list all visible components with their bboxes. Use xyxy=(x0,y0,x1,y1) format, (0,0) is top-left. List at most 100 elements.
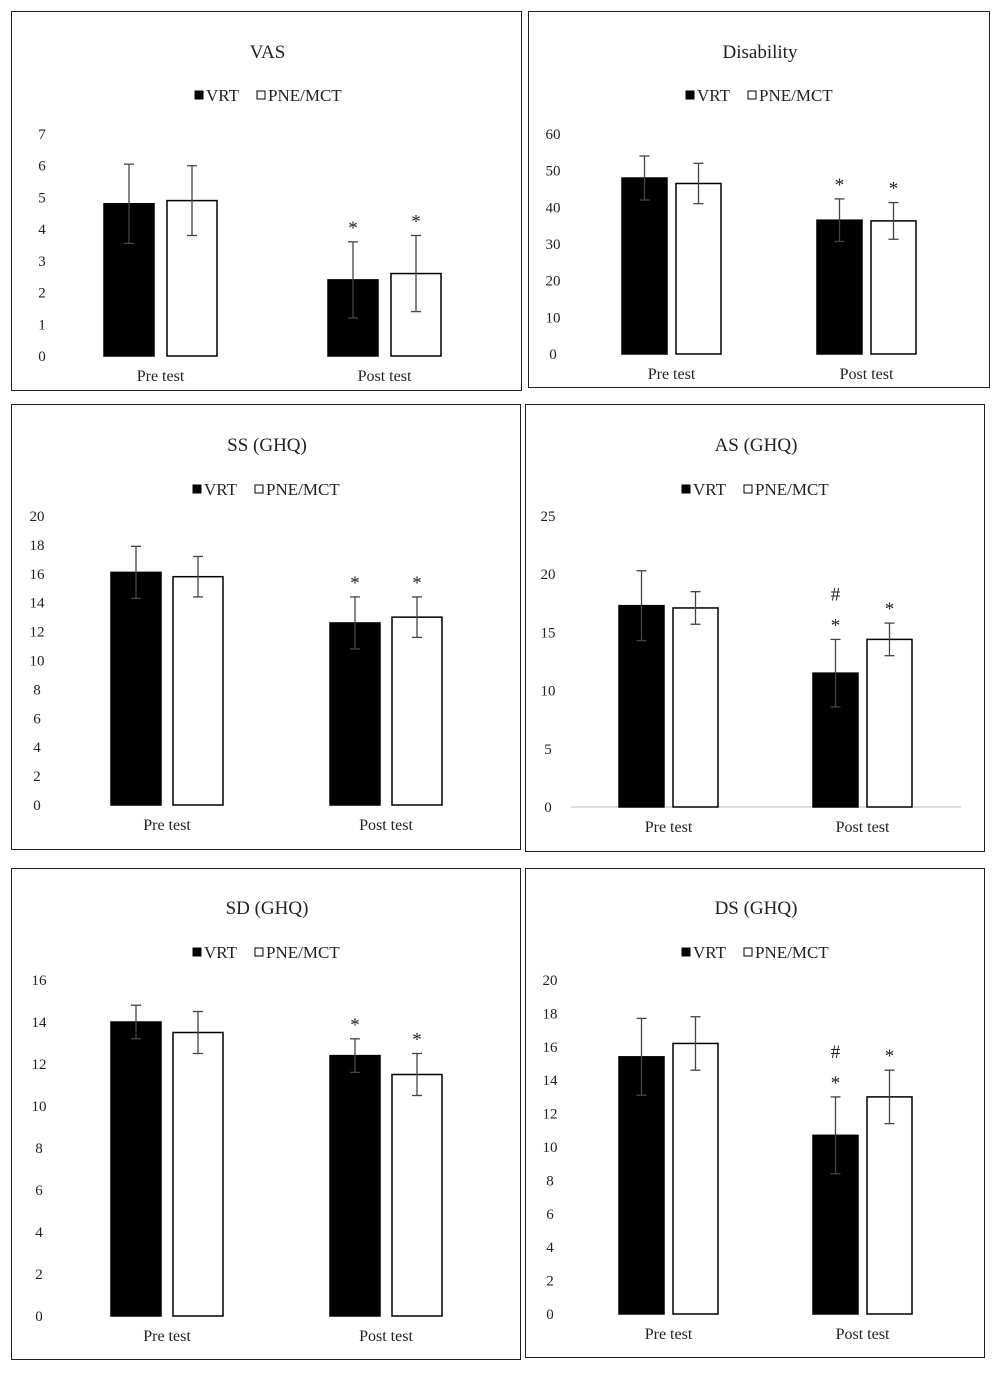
chart-panel-sd-ghq: SD (GHQ) VRT PNE/MCT 0 2 4 6 8 10 12 14 16 Pre test *… xyxy=(11,868,521,1360)
bar-pne-mct xyxy=(672,1042,719,1315)
significance-asterisk: * xyxy=(350,1015,360,1036)
y-tick-label: 6 xyxy=(546,1207,554,1223)
significance-hash: # xyxy=(831,584,841,605)
y-tick-label: 20 xyxy=(546,274,561,290)
y-tick-label: 16 xyxy=(543,1040,559,1056)
chart-svg-ss-ghq: SS (GHQ) VRT PNE/MCT 0 2 4 6 8 10 12 14 16 18 20 Pre t… xyxy=(30,435,443,834)
legend-swatch-pne-mct xyxy=(743,947,753,957)
y-tick-label: 6 xyxy=(35,1183,43,1199)
chart-title: DS (GHQ) xyxy=(715,898,798,919)
legend-swatch-pne-mct xyxy=(743,484,753,494)
bar-pne-mct xyxy=(391,1073,443,1317)
x-category-label: Post test xyxy=(359,1328,413,1345)
y-tick-label: 40 xyxy=(546,200,561,216)
y-tick-label: 1 xyxy=(38,317,46,333)
y-tick-label: 4 xyxy=(33,740,41,756)
y-tick-label: 20 xyxy=(30,509,45,525)
chart-title: VAS xyxy=(250,42,286,63)
bar-pne-mct xyxy=(675,182,722,355)
bar-pne-mct xyxy=(172,1031,224,1317)
x-category-label: Post test xyxy=(358,368,412,385)
x-category-label: Post test xyxy=(836,1326,890,1343)
chart-panel-ss-ghq: SS (GHQ) VRT PNE/MCT 0 2 4 6 8 10 12 14 16 18 20 Pre t… xyxy=(11,404,521,850)
bar-pne-mct xyxy=(866,638,913,808)
y-tick-label: 10 xyxy=(546,310,561,326)
bar-vrt xyxy=(621,177,668,355)
legend-label: VRT xyxy=(693,480,727,499)
x-category-label: Pre test xyxy=(137,368,185,385)
y-tick-label: 5 xyxy=(38,190,46,206)
bar-pne-mct xyxy=(172,575,224,806)
legend-label: VRT xyxy=(204,480,238,499)
x-category-label: Post test xyxy=(359,817,413,834)
y-tick-label: 8 xyxy=(33,682,41,698)
bar-pne-mct xyxy=(672,607,719,808)
chart-title: SD (GHQ) xyxy=(226,898,309,919)
significance-asterisk: * xyxy=(831,615,841,636)
legend-label: VRT xyxy=(693,943,727,962)
chart-svg-disability: Disability VRT PNE/MCT 0 10 20 30 40 50 60 Pre tes… xyxy=(546,42,917,383)
y-tick-label: 10 xyxy=(30,654,45,670)
y-tick-label: 0 xyxy=(38,349,46,365)
bar-vrt xyxy=(110,1021,162,1317)
y-tick-label: 2 xyxy=(546,1274,554,1290)
x-category-label: Pre test xyxy=(645,819,693,836)
chart-panel-disability: Disability VRT PNE/MCT 0 10 20 30 40 50 60 Pre tes… xyxy=(528,11,990,388)
chart-svg-ds-ghq: DS (GHQ) VRT PNE/MCT 0 2 4 6 8 10 12 14 16 18 20 Pre t… xyxy=(543,898,913,1343)
y-tick-label: 2 xyxy=(35,1267,43,1283)
y-tick-label: 18 xyxy=(543,1006,558,1022)
y-tick-label: 12 xyxy=(30,625,45,641)
x-category-label: Post test xyxy=(836,819,890,836)
legend-label: VRT xyxy=(206,86,240,105)
legend-swatch-pne-mct xyxy=(747,90,757,100)
y-tick-label: 10 xyxy=(541,684,556,700)
x-category-label: Post test xyxy=(840,366,894,383)
y-tick-label: 20 xyxy=(543,973,558,989)
legend-swatch-vrt xyxy=(192,484,202,494)
y-tick-label: 0 xyxy=(549,347,557,363)
legend-swatch-vrt xyxy=(194,90,204,100)
y-tick-label: 6 xyxy=(38,159,46,175)
y-tick-label: 8 xyxy=(546,1173,554,1189)
chart-panel-ds-ghq: DS (GHQ) VRT PNE/MCT 0 2 4 6 8 10 12 14 16 18 20 Pre t… xyxy=(525,868,985,1358)
legend-swatch-vrt xyxy=(192,947,202,957)
y-tick-label: 14 xyxy=(30,596,46,612)
bar-pne-mct xyxy=(870,220,917,355)
x-category-label: Pre test xyxy=(143,817,191,834)
y-tick-label: 18 xyxy=(30,538,45,554)
legend-label: VRT xyxy=(697,86,731,105)
legend-swatch-pne-mct xyxy=(254,484,264,494)
bar-vrt xyxy=(329,622,381,806)
chart-title: SS (GHQ) xyxy=(227,435,307,456)
y-tick-label: 14 xyxy=(543,1073,559,1089)
y-tick-label: 12 xyxy=(543,1107,558,1123)
legend-label: VRT xyxy=(204,943,238,962)
y-tick-label: 15 xyxy=(541,625,556,641)
chart-panel-vas: VAS VRT PNE/MCT 0 1 2 3 4 5 6 7 Pre test * * Post test xyxy=(11,11,522,391)
y-tick-label: 4 xyxy=(38,222,46,238)
bar-pne-mct xyxy=(391,616,443,806)
y-tick-label: 2 xyxy=(33,769,41,785)
y-tick-label: 5 xyxy=(544,742,552,758)
legend-label: PNE/MCT xyxy=(755,943,829,962)
bar-vrt xyxy=(816,219,863,355)
x-category-label: Pre test xyxy=(143,1328,191,1345)
legend-label: PNE/MCT xyxy=(266,480,340,499)
legend-swatch-vrt xyxy=(685,90,695,100)
y-tick-label: 2 xyxy=(38,286,46,302)
y-tick-label: 16 xyxy=(30,567,46,583)
legend-label: PNE/MCT xyxy=(759,86,833,105)
bar-vrt xyxy=(110,571,162,806)
significance-asterisk: * xyxy=(412,1030,422,1051)
chart-panel-as-ghq: AS (GHQ) VRT PNE/MCT 0 5 10 15 20 25 Pre test * # * P… xyxy=(525,404,985,852)
y-tick-label: 6 xyxy=(33,711,41,727)
chart-svg-sd-ghq: SD (GHQ) VRT PNE/MCT 0 2 4 6 8 10 12 14 16 Pre test *… xyxy=(32,898,443,1345)
y-tick-label: 30 xyxy=(546,237,561,253)
y-tick-label: 8 xyxy=(35,1141,43,1157)
y-tick-label: 7 xyxy=(38,127,46,143)
legend-swatch-pne-mct xyxy=(254,947,264,957)
significance-asterisk: * xyxy=(350,573,360,594)
legend-swatch-pne-mct xyxy=(256,90,266,100)
significance-asterisk: * xyxy=(348,218,358,239)
legend-label: PNE/MCT xyxy=(266,943,340,962)
